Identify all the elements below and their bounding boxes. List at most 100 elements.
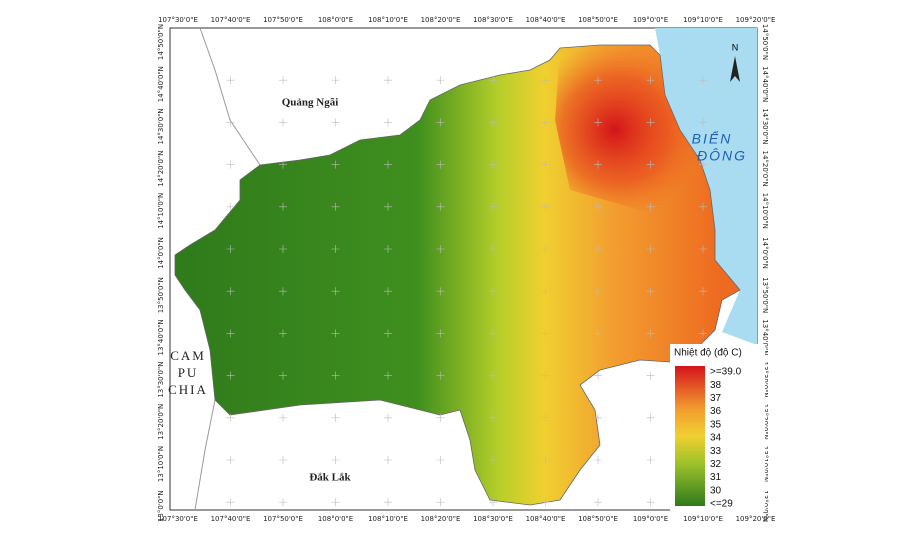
region-label: CHIA xyxy=(168,382,208,397)
legend-title: Nhiệt độ (độ C) xyxy=(674,348,742,359)
grid-cross xyxy=(489,245,497,253)
grid-cross xyxy=(699,202,707,211)
lon-label: 108°0'0"E xyxy=(318,515,353,523)
grid-cross xyxy=(331,371,340,380)
grid-cross xyxy=(699,287,707,296)
grid-cross xyxy=(384,287,392,296)
lon-label: 107°50'0"E xyxy=(263,515,303,523)
grid-cross xyxy=(646,245,655,253)
grid-cross xyxy=(279,202,287,211)
lon-label: 109°20'0"E xyxy=(736,515,776,523)
lon-label: 108°20'0"E xyxy=(421,515,461,523)
grid-cross xyxy=(489,413,497,422)
grid-cross xyxy=(699,245,707,253)
grid-cross xyxy=(489,456,497,464)
grid-cross xyxy=(331,118,340,127)
region-label: CAM xyxy=(170,348,206,363)
grid-cross xyxy=(594,371,602,380)
grid-cross xyxy=(331,76,340,85)
lat-label: 13°50'0"N xyxy=(761,277,769,313)
grid-cross xyxy=(436,202,445,211)
lat-label: 14°40'0"N xyxy=(157,66,165,102)
lat-label: 14°20'0"N xyxy=(157,151,165,187)
grid-cross xyxy=(646,456,655,464)
north-arrow-label: N xyxy=(732,42,739,52)
grid-cross xyxy=(384,329,392,338)
grid-cross xyxy=(489,76,497,85)
legend-label: 31 xyxy=(710,472,722,483)
grid-cross xyxy=(331,245,340,253)
region-label: Đắk Lắk xyxy=(309,472,351,484)
lat-label: 14°30'0"N xyxy=(761,108,769,144)
lon-label: 108°40'0"E xyxy=(526,16,566,24)
lat-label: 13°10'0"N xyxy=(157,446,165,482)
grid-cross xyxy=(646,329,655,338)
grid-cross xyxy=(436,118,445,127)
grid-cross xyxy=(594,287,602,296)
grid-cross xyxy=(226,118,235,127)
grid-cross xyxy=(594,118,602,127)
lat-label: 13°50'0"N xyxy=(157,277,165,313)
grid-cross xyxy=(436,456,445,464)
legend-label: 36 xyxy=(710,406,722,417)
grid-cross xyxy=(541,160,550,169)
lon-label: 108°0'0"E xyxy=(318,16,353,24)
grid-cross xyxy=(384,160,392,169)
grid-cross xyxy=(541,498,550,507)
lat-label: 14°0'0"N xyxy=(761,237,769,269)
grid-cross xyxy=(699,76,707,85)
lon-label: 107°40'0"E xyxy=(211,16,251,24)
grid-cross xyxy=(279,371,287,380)
grid-cross xyxy=(699,160,707,169)
lat-label: 13°30'0"N xyxy=(157,362,165,398)
grid-cross xyxy=(436,160,445,169)
grid-cross xyxy=(279,118,287,127)
grid-cross xyxy=(594,456,602,464)
grid-cross xyxy=(541,329,550,338)
lon-label: 107°30'0"E xyxy=(158,515,198,523)
grid-cross xyxy=(646,160,655,169)
lat-label: 13°40'0"N xyxy=(157,319,165,355)
lon-label: 109°0'0"E xyxy=(633,16,668,24)
grid-cross xyxy=(331,413,340,422)
grid-cross xyxy=(489,160,497,169)
grid-cross xyxy=(384,76,392,85)
grid-cross xyxy=(699,118,707,127)
legend-label: >=39.0 xyxy=(710,367,742,378)
lon-label: 108°30'0"E xyxy=(473,16,513,24)
grid-cross xyxy=(646,371,655,380)
lat-label: 13°0'0"N xyxy=(157,490,165,522)
north-arrow xyxy=(730,56,740,82)
hot-zone xyxy=(555,45,710,220)
grid-cross xyxy=(226,287,235,296)
grid-cross xyxy=(489,202,497,211)
grid-cross xyxy=(226,245,235,253)
lon-label: 108°30'0"E xyxy=(473,515,513,523)
grid-cross xyxy=(331,160,340,169)
lon-label: 109°10'0"E xyxy=(683,515,723,523)
grid-cross xyxy=(279,245,287,253)
sea-label: BIỂN xyxy=(692,130,733,147)
grid-cross xyxy=(279,498,287,507)
grid-cross xyxy=(384,118,392,127)
grid-cross xyxy=(279,160,287,169)
legend-label: 35 xyxy=(710,419,722,430)
legend-label: 37 xyxy=(710,393,722,404)
lon-label: 108°50'0"E xyxy=(578,515,618,523)
grid-cross xyxy=(489,118,497,127)
grid-cross xyxy=(699,329,707,338)
grid-cross xyxy=(384,498,392,507)
sea-label: ĐÔNG xyxy=(697,148,747,164)
grid-cross xyxy=(384,413,392,422)
grid-cross xyxy=(331,202,340,211)
grid-cross xyxy=(646,118,655,127)
grid-cross xyxy=(541,456,550,464)
grid-cross xyxy=(436,76,445,85)
grid-cross xyxy=(646,413,655,422)
grid-cross xyxy=(226,498,235,507)
lat-label: 14°10'0"N xyxy=(157,193,165,229)
region-label: PU xyxy=(178,365,199,380)
sea xyxy=(655,28,757,345)
grid-cross xyxy=(646,76,655,85)
